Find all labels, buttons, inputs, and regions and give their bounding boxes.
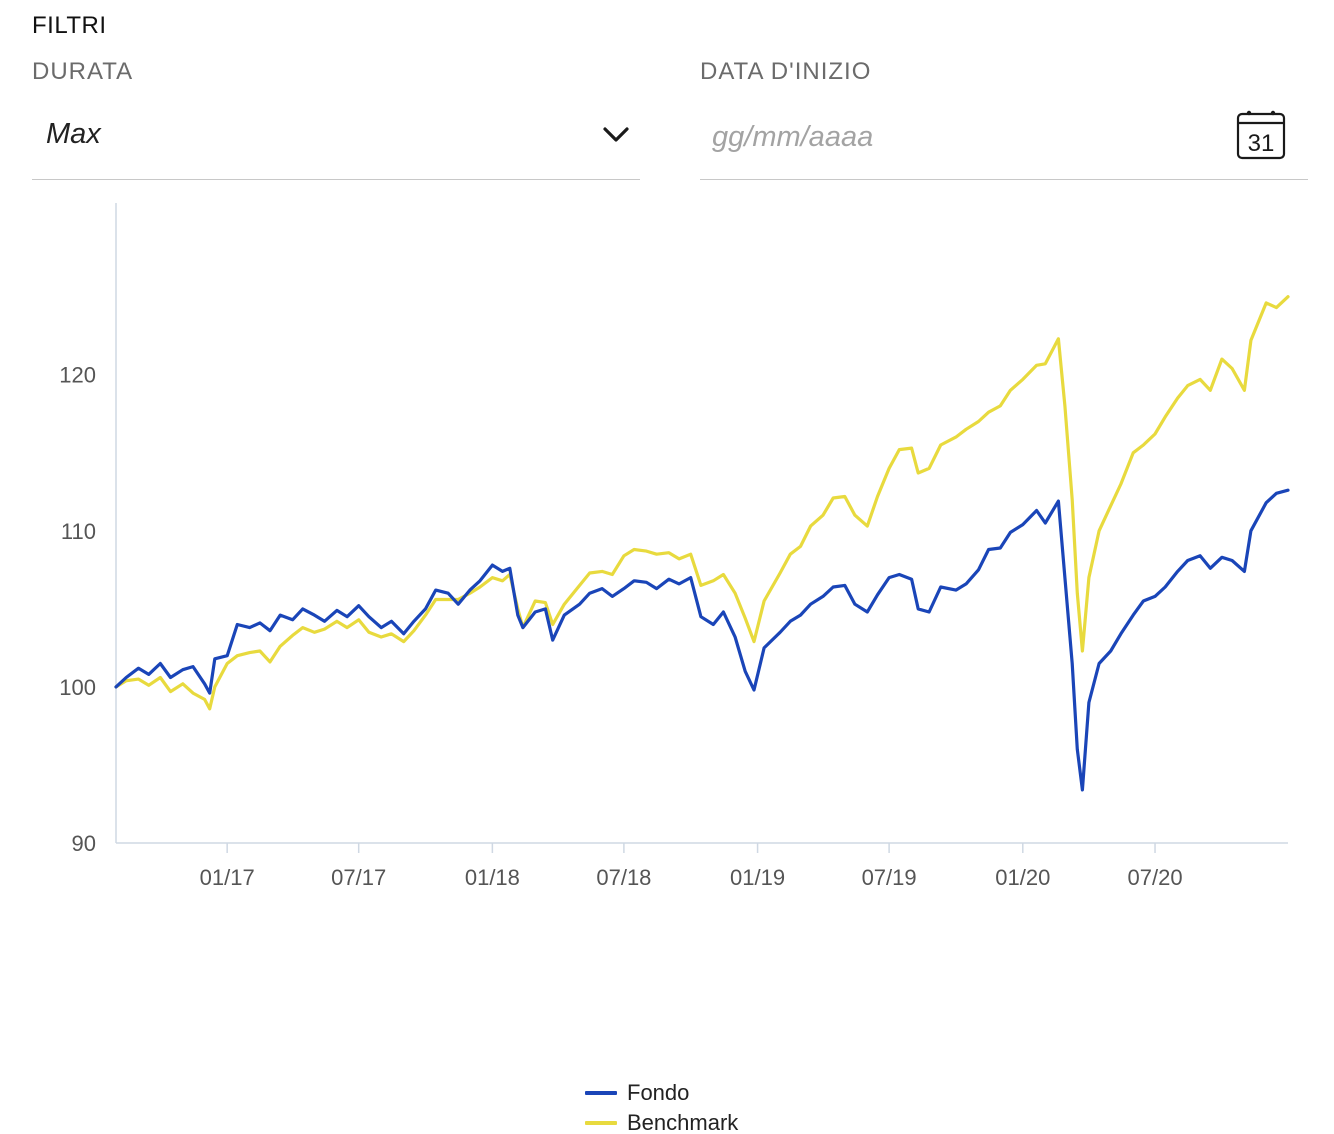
chart-legend: Fondo Benchmark	[585, 1078, 738, 1134]
chevron-down-icon	[603, 127, 629, 142]
start-date-label: DATA D'INIZIO	[700, 58, 872, 85]
filters-title: FILTRI	[32, 12, 107, 39]
duration-select[interactable]: Max	[32, 100, 640, 180]
x-tick-label: 07/17	[331, 865, 386, 890]
legend-swatch-benchmark	[585, 1121, 617, 1125]
start-date-field: 31	[700, 100, 1308, 180]
x-tick-label: 07/20	[1128, 865, 1183, 890]
y-tick-label: 110	[61, 519, 96, 544]
legend-label-fondo: Fondo	[627, 1080, 690, 1105]
series-line-fondo	[114, 488, 1290, 792]
duration-label: DURATA	[32, 58, 134, 85]
x-tick-label: 01/19	[730, 865, 785, 890]
y-tick-label: 90	[72, 831, 96, 856]
x-tick-label: 01/17	[200, 865, 255, 890]
duration-select-value: Max	[46, 118, 101, 150]
x-tick-label: 07/19	[862, 865, 917, 890]
performance-chart-svg: 90 100 110 120 01/17 07/17 01/18 07/18 01/19 07/1…	[59, 203, 1290, 890]
legend-swatch-fondo	[585, 1091, 617, 1095]
legend-item-benchmark: Benchmark	[585, 1108, 738, 1134]
calendar-icon[interactable]: 31	[1236, 108, 1286, 160]
y-tick-label: 120	[59, 363, 96, 388]
x-tick-label: 01/18	[465, 865, 520, 890]
x-tick-label: 01/20	[995, 865, 1050, 890]
legend-item-fondo: Fondo	[585, 1078, 738, 1108]
start-date-input[interactable]	[700, 110, 1234, 164]
x-tick-label: 07/18	[596, 865, 651, 890]
performance-chart: 90 100 110 120 01/17 07/17 01/18 07/18 01/19 07/1…	[0, 195, 1334, 915]
legend-label-benchmark: Benchmark	[627, 1110, 739, 1134]
y-tick-label: 100	[59, 675, 96, 700]
series-line-benchmark	[114, 295, 1290, 711]
calendar-day-text: 31	[1248, 130, 1275, 157]
